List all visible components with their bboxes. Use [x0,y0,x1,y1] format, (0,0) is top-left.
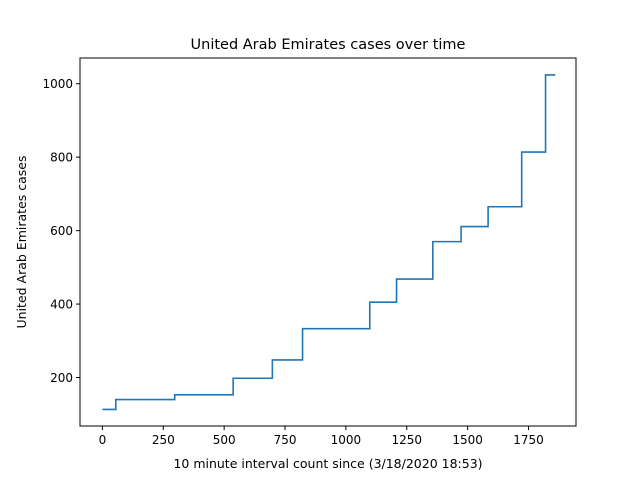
x-tick-label: 1250 [391,433,422,447]
x-tick-label: 750 [274,433,297,447]
x-tick-label: 1500 [452,433,483,447]
y-axis: 200 400 600 800 1000 [42,77,80,385]
x-tick-label: 0 [99,433,107,447]
series-line-0 [102,74,556,411]
y-axis-label: United Arab Emirates cases [14,156,29,329]
x-tick-label: 1000 [331,433,362,447]
y-tick-label: 800 [50,151,73,165]
plot-frame [79,57,577,427]
y-tick-label: 600 [50,224,73,238]
y-tick-label: 1000 [42,77,73,91]
x-axis-label: 10 minute interval count since (3/18/202… [173,456,482,471]
x-tick-label: 500 [213,433,236,447]
plot-area [79,57,577,427]
x-axis: 0 250 500 750 1000 1250 1500 1750 [99,426,544,447]
x-tick-label: 1750 [513,433,544,447]
y-tick-label: 400 [50,298,73,312]
x-tick-label: 250 [152,433,175,447]
y-tick-label: 200 [50,371,73,385]
chart-title: United Arab Emirates cases over time [191,37,466,53]
